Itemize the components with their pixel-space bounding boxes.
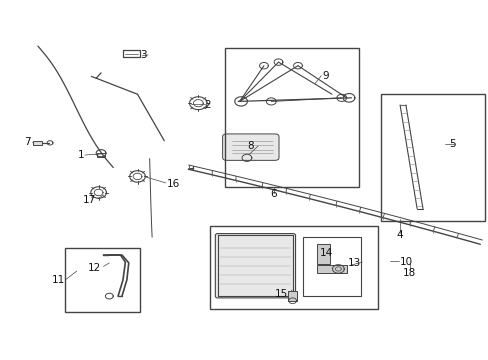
Text: 13: 13 bbox=[347, 258, 361, 268]
Text: 6: 6 bbox=[270, 189, 276, 199]
Bar bbox=[33, 141, 41, 145]
FancyBboxPatch shape bbox=[215, 234, 295, 298]
Text: 1: 1 bbox=[77, 150, 84, 160]
Text: 14: 14 bbox=[319, 248, 332, 258]
Text: 9: 9 bbox=[322, 71, 328, 81]
Text: 2: 2 bbox=[203, 100, 210, 110]
Bar bbox=[64, 248, 140, 312]
Bar bbox=[380, 94, 484, 221]
Bar bbox=[97, 153, 105, 157]
Text: 5: 5 bbox=[448, 139, 455, 149]
Bar bbox=[317, 244, 329, 264]
Text: 11: 11 bbox=[51, 275, 64, 285]
Text: 16: 16 bbox=[166, 179, 180, 189]
Text: 7: 7 bbox=[24, 138, 30, 148]
FancyBboxPatch shape bbox=[222, 134, 279, 160]
Bar bbox=[224, 48, 358, 187]
Text: 15: 15 bbox=[274, 289, 287, 299]
Bar bbox=[317, 265, 346, 273]
Text: 4: 4 bbox=[396, 230, 403, 240]
Text: 8: 8 bbox=[247, 141, 254, 151]
Bar bbox=[287, 291, 296, 301]
Text: 17: 17 bbox=[83, 195, 96, 204]
Bar bbox=[210, 226, 377, 309]
Text: 3: 3 bbox=[141, 50, 147, 60]
Text: 10: 10 bbox=[399, 257, 412, 267]
Text: 18: 18 bbox=[403, 268, 416, 278]
Text: 12: 12 bbox=[88, 262, 101, 273]
Bar bbox=[302, 237, 361, 296]
